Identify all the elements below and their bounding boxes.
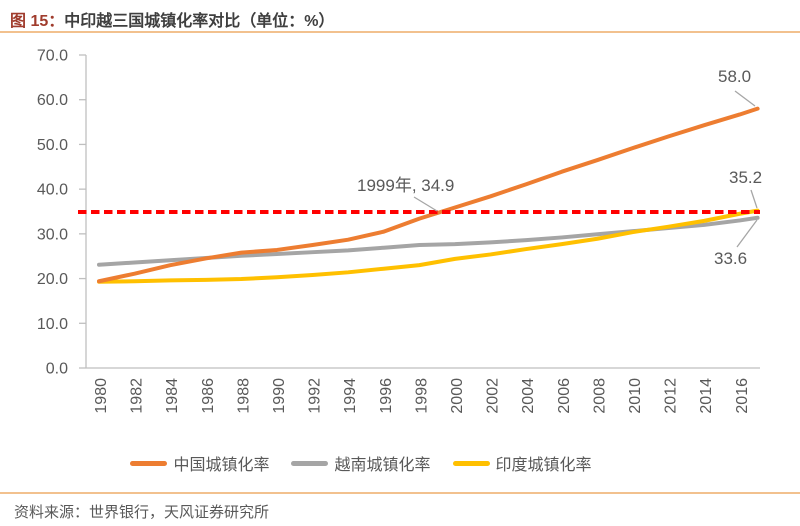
x-tick-label: 2004	[520, 378, 537, 414]
vietnam-endpoint-label: 33.6	[714, 249, 748, 268]
legend-label-china: 中国城镇化率	[173, 457, 270, 474]
figure-title-text: 中印越三国城镇化率对比（单位：%）	[64, 13, 335, 30]
y-tick-label: 50.0	[37, 137, 68, 154]
india-endpoint-label: 35.2	[729, 168, 763, 187]
legend-label-vietnam: 越南城镇化率	[334, 457, 431, 474]
x-tick-label: 2000	[449, 378, 466, 414]
y-tick-label: 40.0	[37, 182, 68, 199]
source-line: 资料来源：世界银行，天风证券研究所	[14, 504, 270, 521]
x-tick-label: 2002	[485, 378, 502, 414]
china-end-leader-line	[734, 90, 756, 107]
legend-item-vietnam: 越南城镇化率	[291, 451, 431, 475]
y-tick-label: 70.0	[37, 48, 68, 65]
x-tick-label: 1980	[93, 378, 110, 414]
x-tick-label: 1982	[129, 378, 146, 414]
crossing-leader-line	[413, 196, 438, 212]
x-tick-label: 1988	[235, 378, 252, 414]
x-tick-label: 1994	[342, 378, 359, 414]
y-tick-label: 30.0	[37, 226, 68, 243]
x-tick-label: 1990	[271, 378, 288, 414]
x-tick-label: 1996	[378, 378, 395, 414]
vietnam-line	[97, 215, 760, 267]
india-line	[97, 208, 760, 284]
x-tick-label: 2012	[663, 378, 680, 414]
china-line-swatch-icon	[130, 460, 168, 466]
crossing-annotation: 1999年, 34.9	[357, 176, 455, 195]
x-tick-label: 1986	[200, 378, 217, 414]
x-tick-label: 1998	[413, 378, 430, 414]
india-end-leader-line	[750, 189, 758, 209]
x-tick-label: 1984	[164, 378, 181, 414]
figure-number-label: 图 15：	[10, 13, 65, 30]
x-tick-label: 2006	[556, 378, 573, 414]
legend-item-china: 中国城镇化率	[130, 451, 269, 475]
bottom-divider	[0, 492, 800, 494]
y-tick-label: 10.0	[37, 316, 68, 333]
chart-legend: 中国城镇化率 越南城镇化率 印度城镇化率	[0, 451, 800, 475]
vietnam-end-leader-line	[736, 219, 758, 248]
china-endpoint-label: 58.0	[718, 67, 752, 86]
y-tick-label: 60.0	[37, 92, 68, 109]
top-divider	[0, 31, 800, 33]
y-tick-label: 0.0	[46, 361, 68, 378]
y-tick-label: 20.0	[37, 271, 68, 288]
legend-item-india: 印度城镇化率	[452, 451, 592, 475]
x-tick-label: 1992	[307, 378, 324, 414]
legend-label-india: 印度城镇化率	[495, 457, 592, 474]
figure-title: 图 15：中印越三国城镇化率对比（单位：%）	[10, 7, 334, 31]
x-tick-label: 2008	[591, 378, 608, 414]
vietnam-line-swatch-icon	[291, 460, 329, 466]
x-tick-label: 2010	[627, 378, 644, 414]
india-line-swatch-icon	[452, 460, 490, 466]
x-tick-label: 2016	[734, 378, 751, 414]
x-tick-label: 2014	[698, 378, 715, 414]
